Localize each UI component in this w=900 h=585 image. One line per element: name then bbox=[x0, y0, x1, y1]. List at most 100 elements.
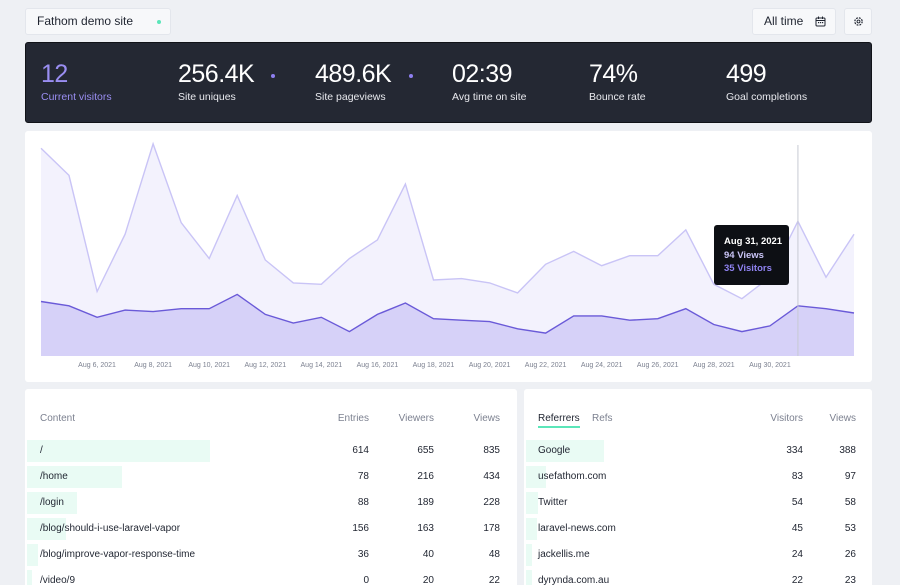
cell-visitors: 334 bbox=[786, 445, 803, 456]
date-range-selector[interactable]: All time bbox=[752, 8, 836, 35]
table-row[interactable]: Twitter 54 58 bbox=[524, 490, 872, 516]
cell-visitors: 54 bbox=[791, 497, 803, 508]
cell-viewers: 20 bbox=[422, 575, 434, 585]
cell-viewers: 655 bbox=[417, 445, 434, 456]
cell-views: 26 bbox=[844, 549, 856, 560]
table-row[interactable]: / 614 655 835 bbox=[25, 438, 517, 464]
x-tick-label: Aug 14, 2021 bbox=[301, 362, 343, 369]
traffic-chart[interactable]: Aug 6, 2021 Aug 8, 2021 Aug 10, 2021 Aug 12… bbox=[25, 131, 872, 382]
table-row[interactable]: /home 78 216 434 bbox=[25, 464, 517, 490]
table-row[interactable]: laravel-news.com 45 53 bbox=[524, 516, 872, 542]
row-bar bbox=[526, 544, 532, 566]
cell-entries: 36 bbox=[357, 549, 369, 560]
ref-visitors-header[interactable]: Visitors bbox=[770, 413, 803, 424]
stat-bounce-rate[interactable]: 74% Bounce rate bbox=[589, 60, 646, 103]
views-header[interactable]: Views bbox=[473, 413, 501, 424]
cell-entries: 156 bbox=[352, 523, 369, 534]
date-range-label: All time bbox=[764, 14, 804, 28]
cell-source[interactable]: dyrynda.com.au bbox=[538, 575, 610, 585]
content-header: Content bbox=[40, 413, 76, 424]
cell-source[interactable]: usefathom.com bbox=[538, 471, 607, 482]
stat-label: Goal completions bbox=[726, 91, 808, 103]
cell-visitors: 83 bbox=[791, 471, 803, 482]
pageviews-series-dot bbox=[409, 74, 413, 78]
stat-value: 74% bbox=[589, 60, 638, 88]
stat-label: Site uniques bbox=[178, 91, 236, 103]
content-panel: Content Entries Viewers Views / 614 655 835… bbox=[25, 389, 517, 585]
x-tick-label: Aug 8, 2021 bbox=[134, 362, 172, 369]
cell-entries: 78 bbox=[357, 471, 369, 482]
stat-label: Current visitors bbox=[41, 91, 112, 103]
cell-visitors: 45 bbox=[791, 523, 803, 534]
cell-path[interactable]: /blog/improve-vapor-response-time bbox=[40, 549, 196, 560]
stat-value: 02:39 bbox=[452, 60, 513, 88]
cell-views: 835 bbox=[483, 445, 500, 456]
cell-path[interactable]: /login bbox=[40, 497, 64, 508]
cell-source[interactable]: Google bbox=[538, 445, 571, 456]
cell-views: 58 bbox=[844, 497, 856, 508]
cell-views: 228 bbox=[483, 497, 500, 508]
table-row[interactable]: /blog/should-i-use-laravel-vapor 156 163 17… bbox=[25, 516, 517, 542]
row-bar bbox=[526, 570, 532, 585]
settings-button[interactable] bbox=[844, 8, 872, 35]
chart-canvas[interactable]: Aug 6, 2021 Aug 8, 2021 Aug 10, 2021 Aug 12… bbox=[25, 131, 872, 382]
row-bar bbox=[526, 492, 538, 514]
stat-value: 12 bbox=[41, 60, 68, 88]
tooltip-views: 94 Views bbox=[724, 249, 764, 261]
stat-current-visitors[interactable]: 12 Current visitors bbox=[41, 60, 112, 103]
ref-views-header[interactable]: Views bbox=[829, 413, 857, 424]
cell-source[interactable]: laravel-news.com bbox=[538, 523, 616, 534]
stat-site-pageviews[interactable]: 489.6K Site pageviews bbox=[315, 60, 392, 103]
calendar-icon bbox=[815, 16, 826, 27]
cell-viewers: 189 bbox=[417, 497, 434, 508]
active-tab-indicator bbox=[538, 426, 580, 428]
cell-path[interactable]: /video/9 bbox=[40, 575, 76, 585]
referrers-panel: Referrers Refs Visitors Views Google 334 3… bbox=[524, 389, 872, 585]
row-bar bbox=[27, 466, 122, 488]
cell-path[interactable]: / bbox=[40, 445, 43, 456]
tab-referrers[interactable]: Referrers bbox=[538, 413, 580, 424]
stat-goal-completions[interactable]: 499 Goal completions bbox=[726, 60, 807, 103]
x-tick-label: Aug 30, 2021 bbox=[749, 362, 791, 369]
stat-site-uniques[interactable]: 256.4K Site uniques bbox=[178, 60, 255, 103]
table-row[interactable]: /blog/improve-vapor-response-time 36 40 48 bbox=[25, 542, 517, 568]
row-bar bbox=[526, 466, 546, 488]
viewers-header[interactable]: Viewers bbox=[398, 413, 434, 424]
uniques-series-dot bbox=[271, 74, 275, 78]
cell-source[interactable]: Twitter bbox=[538, 497, 568, 508]
cell-viewers: 163 bbox=[417, 523, 434, 534]
cell-path[interactable]: /blog/should-i-use-laravel-vapor bbox=[40, 523, 181, 534]
cell-path[interactable]: /home bbox=[40, 471, 68, 482]
gear-icon bbox=[854, 17, 863, 26]
cell-visitors: 22 bbox=[791, 575, 803, 585]
visitors-line bbox=[40, 293, 855, 334]
table-row[interactable]: Google 334 388 bbox=[524, 438, 872, 464]
site-name: Fathom demo site bbox=[37, 14, 134, 28]
stat-label: Avg time on site bbox=[452, 91, 527, 103]
cell-views: 388 bbox=[839, 445, 856, 456]
row-bar bbox=[27, 440, 210, 462]
cell-source[interactable]: jackellis.me bbox=[538, 549, 590, 560]
x-tick-label: Aug 16, 2021 bbox=[357, 362, 399, 369]
row-bar bbox=[526, 440, 604, 462]
table-row[interactable]: jackellis.me 24 26 bbox=[524, 542, 872, 568]
stat-label: Site pageviews bbox=[315, 91, 386, 103]
cell-entries: 614 bbox=[352, 445, 369, 456]
table-row[interactable]: usefathom.com 83 97 bbox=[524, 464, 872, 490]
stat-label: Bounce rate bbox=[589, 91, 646, 103]
live-indicator-dot bbox=[157, 20, 161, 24]
table-row[interactable]: dyrynda.com.au 22 23 bbox=[524, 568, 872, 585]
cell-entries: 88 bbox=[357, 497, 369, 508]
tab-refs[interactable]: Refs bbox=[592, 413, 613, 424]
stat-avg-time[interactable]: 02:39 Avg time on site bbox=[452, 60, 527, 103]
row-bar bbox=[526, 518, 537, 540]
table-row[interactable]: /video/9 0 20 22 bbox=[25, 568, 517, 585]
entries-header[interactable]: Entries bbox=[337, 413, 369, 424]
row-bar bbox=[27, 544, 38, 566]
site-selector[interactable]: Fathom demo site bbox=[25, 8, 171, 35]
chart-tooltip: Aug 31, 2021 94 Views 35 Visitors bbox=[714, 225, 789, 285]
table-row[interactable]: /login 88 189 228 bbox=[25, 490, 517, 516]
views-line bbox=[40, 141, 855, 300]
stat-value: 499 bbox=[726, 60, 767, 88]
stat-value: 256.4K bbox=[178, 60, 255, 88]
